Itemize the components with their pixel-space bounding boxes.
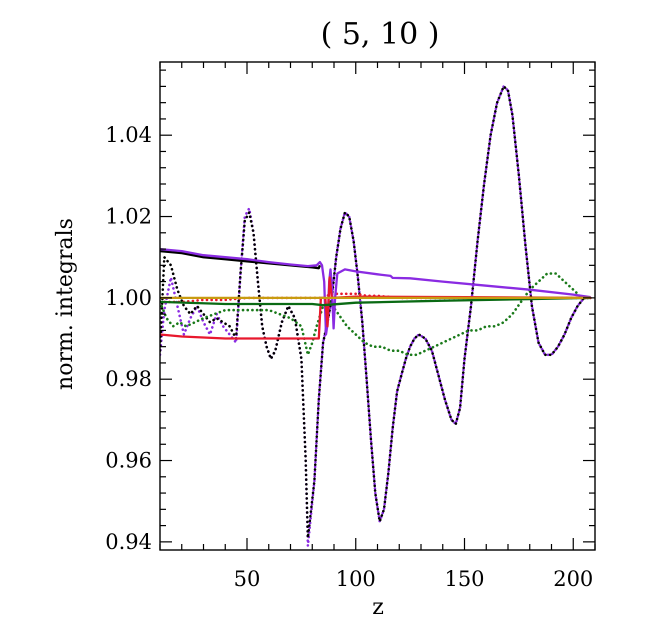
series-line-green-solid bbox=[160, 296, 591, 307]
series-line-red-solid bbox=[160, 276, 591, 340]
series-line-purple-solid bbox=[160, 247, 591, 336]
x-tick-label: 50 bbox=[234, 567, 261, 591]
y-tick-label: 0.94 bbox=[105, 530, 152, 554]
y-axis-title: norm. integrals bbox=[53, 218, 78, 390]
y-tick-label: 1.02 bbox=[105, 205, 152, 229]
y-tick-label: 1.04 bbox=[105, 123, 152, 147]
y-tick-label: 1.00 bbox=[105, 286, 152, 310]
series-line-red-dotted bbox=[160, 292, 592, 304]
x-axis-title: z bbox=[372, 595, 384, 620]
y-tick-label: 0.96 bbox=[105, 449, 152, 473]
series-layer bbox=[160, 85, 592, 548]
x-tick-label: 100 bbox=[336, 567, 376, 591]
plot-frame bbox=[159, 61, 596, 551]
series-line-black-solid bbox=[160, 249, 321, 270]
x-tick-label: 200 bbox=[553, 567, 593, 591]
series-line-black-dotted bbox=[160, 85, 592, 540]
x-tick-label: 150 bbox=[444, 567, 484, 591]
labels-layer: 50 100 150 200 0.94 0.96 0.98 1.00 1.02 1.04 bbox=[105, 123, 593, 591]
series-line-green-dotted bbox=[160, 272, 592, 357]
series-line-purple-dotted bbox=[160, 85, 592, 548]
ticks-layer bbox=[159, 62, 596, 550]
y-tick-label: 0.98 bbox=[105, 367, 152, 391]
chart-title: ( 5, 10 ) bbox=[321, 17, 440, 52]
